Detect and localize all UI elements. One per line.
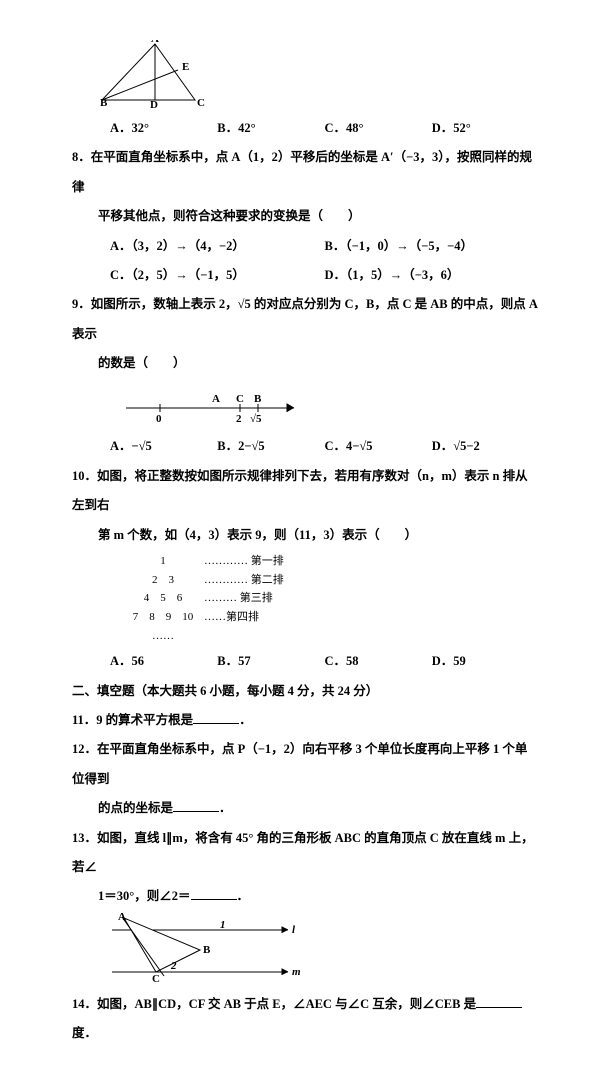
q10-line1: 10．如图，将正整数按如图所示规律排列下去，若用有序数对（n，m）表示 n 排从… — [72, 462, 539, 521]
q12-t2: ． — [219, 801, 232, 815]
pyr-ell: …… — [122, 627, 539, 646]
q10-line2: 第 m 个数，如（4，3）表示 9，则（11，3）表示（ ） — [72, 521, 539, 550]
q13-blank-line: 1＝30°，则∠2＝ ． — [72, 882, 539, 911]
svg-text:C: C — [197, 97, 205, 108]
pyr-r2-l: 第二排 — [251, 574, 284, 586]
q8-choice-a: A．（3，2）→（4，−2） — [110, 232, 325, 261]
q9-choice-d: D．√5−2 — [432, 432, 539, 461]
q7-choice-b: B．42° — [217, 114, 324, 143]
q9-line2: 的数是（ ） — [72, 349, 539, 378]
pyr-r4-l: 第四排 — [226, 611, 259, 623]
q8-choice-d: D．（1，5）→（−3，6） — [325, 261, 540, 290]
q7-choice-d: D．52° — [432, 114, 539, 143]
svg-text:C: C — [236, 393, 244, 405]
svg-text:A: A — [212, 393, 220, 405]
q8-choices-row1: A．（3，2）→（4，−2） B．（−1，0）→（−5，−4） — [72, 232, 539, 261]
q9-line1: 9．如图所示，数轴上表示 2，√5 的对应点分别为 C，B，点 C 是 AB 的… — [72, 290, 539, 349]
svg-text:A: A — [118, 912, 126, 923]
q13-figure: A B C 1 2 l m — [100, 912, 539, 984]
q9-choice-c: C．4−√5 — [325, 432, 432, 461]
q7-triangle-figure: A B C D E — [100, 40, 539, 108]
q13-t2: ． — [237, 889, 250, 903]
pyr-r2-n: 2 3 — [122, 571, 204, 590]
q7-choice-c: C．48° — [325, 114, 432, 143]
q13-line1: 13．如图，直线 l∥m，将含有 45° 角的三角形板 ABC 的直角顶点 C … — [72, 824, 539, 883]
svg-text:m: m — [292, 966, 301, 978]
q12-t1: 的点的坐标是 — [98, 801, 173, 815]
svg-text:√5: √5 — [250, 413, 262, 425]
q14: 14．如图，AB∥CD，CF 交 AB 于点 E，∠AEC 与∠C 互余，则∠C… — [72, 990, 539, 1049]
q10-pyramid-figure: 1………… 第一排 2 3………… 第二排 4 5 6……… 第三排 7 8 9… — [122, 552, 539, 645]
q8-line2: 平移其他点，则符合这种要求的变换是（ ） — [72, 202, 539, 231]
q12-blank — [173, 799, 219, 812]
pyr-r1-n: 1 — [122, 552, 204, 571]
svg-text:B: B — [100, 97, 108, 108]
svg-text:C: C — [152, 973, 160, 984]
q8-choices-row2: C．（2，5）→（−1，5） D．（1，5）→（−3，6） — [72, 261, 539, 290]
svg-text:A: A — [151, 40, 159, 45]
svg-text:E: E — [182, 61, 189, 73]
svg-text:1: 1 — [220, 919, 226, 931]
q11: 11．9 的算术平方根是 ． — [72, 706, 539, 735]
q12-blank-line: 的点的坐标是 ． — [72, 794, 539, 823]
q14-blank — [476, 995, 522, 1008]
q12-line1: 12．在平面直角坐标系中，点 P（−1，2）向右平移 3 个单位长度再向上平移 … — [72, 735, 539, 794]
q10-choice-c: C．58 — [325, 647, 432, 676]
q9-choices: A．−√5 B．2−√5 C．4−√5 D．√5−2 — [72, 432, 539, 461]
q13-svg: A B C 1 2 l m — [100, 912, 306, 984]
q8-choice-b: B．（−1，0）→（−5，−4） — [325, 232, 540, 261]
q10-choice-a: A．56 — [110, 647, 217, 676]
q13-blank — [191, 887, 237, 900]
q10-choices: A．56 B．57 C．58 D．59 — [72, 647, 539, 676]
q11-t1: 11．9 的算术平方根是 — [72, 713, 193, 727]
q14-t1: 14．如图，AB∥CD，CF 交 AB 于点 E，∠AEC 与∠C 互余，则∠C… — [72, 997, 476, 1011]
q10-choice-b: B．57 — [217, 647, 324, 676]
q9-numberline-figure: A C B 0 2 √5 — [120, 378, 539, 426]
pyr-r4-n: 7 8 9 10 — [122, 608, 204, 627]
q7-choice-a: A．32° — [110, 114, 217, 143]
q8-line1: 8．在平面直角坐标系中，点 A（1，2）平移后的坐标是 A′（−3，3），按照同… — [72, 143, 539, 202]
q14-t2: 度． — [72, 1026, 97, 1040]
pyr-r1-l: 第一排 — [251, 555, 284, 567]
svg-text:B: B — [254, 393, 262, 405]
q11-t2: ． — [239, 713, 252, 727]
q9-choice-a: A．−√5 — [110, 432, 217, 461]
q13-t1: 1＝30°，则∠2＝ — [98, 889, 191, 903]
numberline-svg: A C B 0 2 √5 — [120, 378, 306, 426]
q7-choices: A．32° B．42° C．48° D．52° — [72, 114, 539, 143]
q8-choice-c: C．（2，5）→（−1，5） — [110, 261, 325, 290]
svg-text:2: 2 — [170, 960, 177, 972]
pyr-r3-l: 第三排 — [240, 592, 273, 604]
q10-choice-d: D．59 — [432, 647, 539, 676]
svg-text:l: l — [292, 924, 296, 936]
svg-text:2: 2 — [236, 413, 242, 425]
pyr-r3-n: 4 5 6 — [122, 589, 204, 608]
svg-text:D: D — [150, 99, 158, 108]
svg-text:0: 0 — [156, 413, 162, 425]
section2-heading: 二、填空题（本大题共 6 小题，每小题 4 分，共 24 分） — [72, 677, 539, 706]
svg-text:B: B — [203, 944, 211, 956]
q11-blank — [193, 711, 239, 724]
triangle-svg: A B C D E — [100, 40, 210, 108]
q9-choice-b: B．2−√5 — [217, 432, 324, 461]
